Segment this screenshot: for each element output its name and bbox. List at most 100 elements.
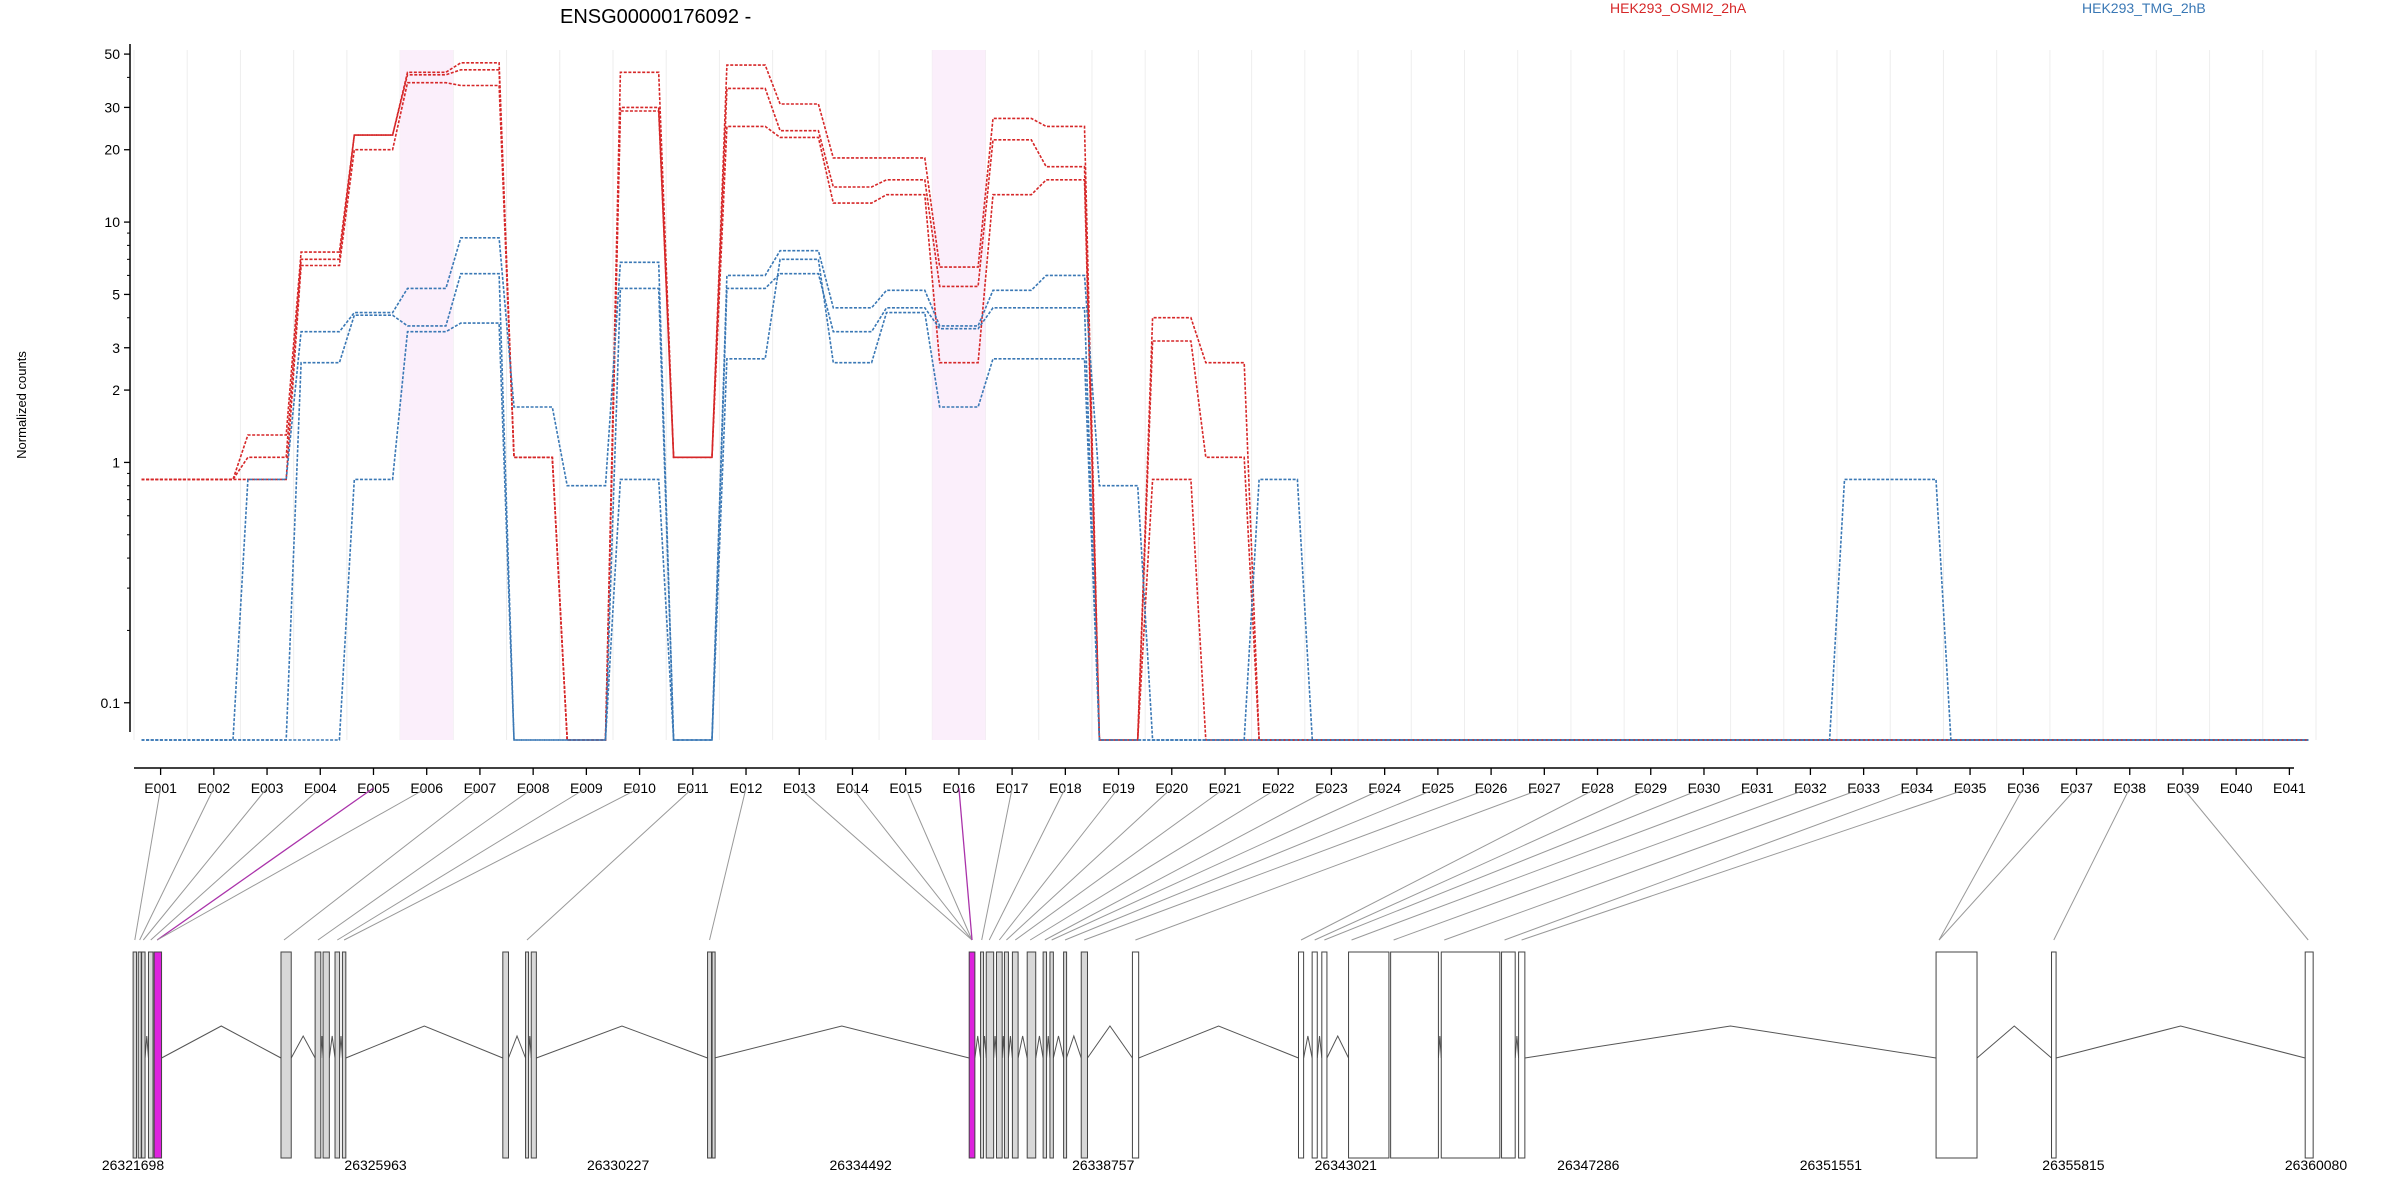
exon-label-e031: E031 <box>1741 780 1774 796</box>
exon-label-e004: E004 <box>304 780 337 796</box>
genome-tick-label: 26325963 <box>344 1157 407 1173</box>
intron <box>974 1035 982 1059</box>
y-tick-label: 3 <box>112 340 120 356</box>
exon-box <box>1026 951 1037 1159</box>
exon-box <box>1311 951 1318 1159</box>
intron <box>345 1025 503 1059</box>
exon-connector <box>139 787 215 941</box>
exon-box <box>1440 951 1501 1159</box>
y-tick-label: 20 <box>104 142 120 158</box>
exon-connector <box>1324 787 1705 941</box>
exon-box <box>1080 951 1088 1159</box>
exon-label-e034: E034 <box>1901 780 1934 796</box>
exon-box <box>141 951 146 1159</box>
exon-box <box>2051 951 2057 1159</box>
exon-connector <box>905 787 973 941</box>
exon-box <box>314 951 322 1159</box>
exon-connector <box>1938 787 2077 941</box>
chart-title: ENSG00000176092 - <box>560 6 751 28</box>
exon-connector <box>156 787 374 941</box>
y-tick-label: 2 <box>112 382 120 398</box>
exon-label-e009: E009 <box>570 780 603 796</box>
exon-connector <box>2053 787 2131 941</box>
exon-label-e040: E040 <box>2220 780 2253 796</box>
intron <box>161 1025 282 1059</box>
exon-box <box>980 951 985 1159</box>
exon-label-e021: E021 <box>1209 780 1242 796</box>
exon-label-e022: E022 <box>1262 780 1295 796</box>
intron <box>1052 1035 1065 1059</box>
exon-connector <box>1938 787 2024 941</box>
y-axis: 0.1 1 2 3 5 10 20 30 50 <box>101 44 131 732</box>
intron <box>1065 1034 1082 1059</box>
exon-connector <box>1351 787 1758 941</box>
exon-label-e007: E007 <box>464 780 497 796</box>
genome-tick-label: 26343021 <box>1315 1157 1378 1173</box>
exon-box <box>1935 951 1978 1159</box>
exon-connector <box>150 787 321 941</box>
intron <box>1138 1025 1299 1059</box>
y-tick-label: 10 <box>104 214 120 230</box>
intron <box>144 1035 149 1059</box>
genomic-coordinate-axis: 26321698 26325963 26330227 26334492 26338757… <box>102 1157 2348 1173</box>
exon-box <box>2304 951 2314 1159</box>
exon-connector <box>1044 787 1332 941</box>
exon-connector <box>1051 787 1385 941</box>
intron <box>1303 1035 1313 1059</box>
exon-box <box>153 951 163 1159</box>
y-axis-label: Normalized counts <box>14 351 29 459</box>
intron <box>1514 1035 1520 1059</box>
series-line <box>141 237 2309 741</box>
intron <box>1976 1025 2052 1059</box>
exon-label-e012: E012 <box>730 780 763 796</box>
exon-box <box>322 951 330 1159</box>
exon-box <box>341 951 347 1159</box>
genome-tick-label: 26338757 <box>1072 1157 1135 1173</box>
series-path <box>141 62 2309 741</box>
exon-connector <box>852 787 973 941</box>
exon-label-e003: E003 <box>251 780 284 796</box>
exon-label-e019: E019 <box>1102 780 1135 796</box>
exon-label-e018: E018 <box>1049 780 1082 796</box>
exon-connector <box>1135 787 1545 941</box>
exon-connector <box>1504 787 1918 941</box>
exon-box <box>707 951 713 1159</box>
intron <box>1007 1035 1013 1059</box>
exon-connector <box>1444 787 1864 941</box>
series-path <box>141 71 2309 741</box>
exon-box <box>147 951 154 1159</box>
y-tick-label: 5 <box>112 286 120 302</box>
exon-box <box>334 951 341 1159</box>
exon-connector <box>1084 787 1492 941</box>
exon-connector <box>526 787 694 941</box>
y-tick-label: 30 <box>104 99 120 115</box>
genome-tick-label: 26330227 <box>587 1157 650 1173</box>
highlight-band-e016 <box>932 50 986 740</box>
exon-connector <box>1521 787 1971 941</box>
exon-label-e038: E038 <box>2113 780 2146 796</box>
exon-label-e027: E027 <box>1528 780 1561 796</box>
exon-box <box>1049 951 1054 1159</box>
exon-connector <box>958 787 973 941</box>
exon-connectors <box>134 787 2309 941</box>
exon-box <box>985 951 995 1159</box>
exon-box <box>1297 951 1305 1159</box>
exon-connector <box>1300 787 1598 941</box>
series-line <box>141 272 2309 741</box>
exon-label-e036: E036 <box>2007 780 2040 796</box>
exon-connector <box>1006 787 1173 941</box>
exon-box <box>1321 951 1328 1159</box>
intron <box>1035 1035 1044 1059</box>
legend-entry-osmi2: HEK293_OSMI2_2hA <box>1610 0 1747 16</box>
intron <box>1326 1034 1349 1059</box>
exon-connector <box>317 787 534 941</box>
series-line <box>141 62 2309 741</box>
exon-label-e037: E037 <box>2060 780 2093 796</box>
exon-connector <box>2182 787 2309 941</box>
series-lines <box>141 62 2309 741</box>
exon-label-e035: E035 <box>1954 780 1987 796</box>
exon-connector <box>343 787 640 941</box>
exon-connector <box>988 787 1066 941</box>
intron <box>714 1025 970 1059</box>
y-tick-label: 1 <box>112 454 120 470</box>
